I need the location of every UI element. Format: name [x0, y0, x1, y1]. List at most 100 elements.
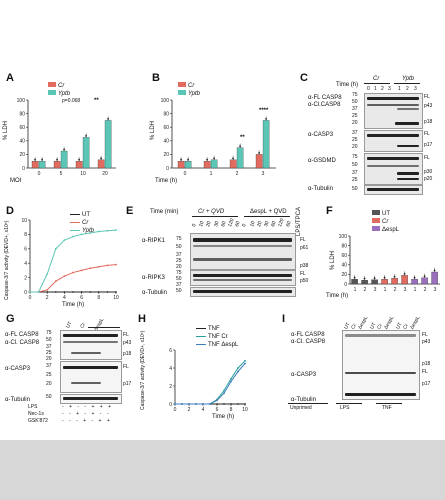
y-tick-label: 60	[19, 125, 25, 131]
row-label-ripk1: α-RIPK1	[142, 238, 165, 244]
mw-marker: 75	[176, 236, 182, 242]
y-tick-label: 80	[341, 243, 347, 249]
mw-marker: 37	[176, 252, 182, 258]
y-tick-label: 4	[24, 261, 27, 267]
significance-label: ****	[259, 108, 269, 114]
band-label: FL	[123, 364, 129, 370]
blot-gsdmd	[364, 153, 423, 185]
row-label-casp3: α-CASP3	[308, 132, 334, 138]
blot-ripk3	[190, 270, 296, 286]
mw-marker: 75	[352, 92, 358, 98]
panel-label-a: A	[6, 72, 14, 84]
y-tick-label: 100	[17, 98, 26, 104]
data-point	[244, 362, 246, 365]
mw-marker: 75	[46, 330, 52, 336]
band	[367, 188, 419, 191]
band	[367, 134, 419, 137]
y-tick-label: 20	[341, 272, 347, 278]
band	[345, 372, 416, 374]
legend-label-yptb: Yptb	[58, 91, 71, 97]
row-label-tubulin: α-Tubulin	[5, 397, 30, 403]
band-label: FL	[424, 155, 430, 161]
mw-marker: 20	[352, 144, 358, 150]
data-point	[216, 399, 218, 402]
row-label-gsdmd: α-GSDMD	[308, 158, 336, 164]
y-tick-label: 10	[21, 218, 27, 224]
mw-marker: 75	[352, 154, 358, 160]
data-point	[244, 403, 246, 405]
group-bar	[376, 403, 402, 404]
data-point	[216, 403, 218, 405]
data-point	[63, 148, 65, 151]
legend-swatch-tnf-espl	[196, 343, 206, 345]
data-point	[54, 280, 57, 283]
data-point	[34, 158, 36, 161]
band	[367, 104, 419, 106]
band-label: p61	[300, 245, 309, 251]
data-point	[237, 367, 239, 369]
data-point	[80, 233, 83, 236]
blot-ripk1	[190, 233, 296, 270]
mw-marker: 50	[352, 99, 358, 105]
data-point	[230, 377, 232, 380]
time-4: 1	[398, 86, 401, 92]
x-tick-label: 20	[102, 171, 108, 177]
data-point	[206, 158, 209, 161]
legend-swatch-yptb	[70, 229, 80, 231]
row-label-cl-casp8: α-Cl. CASP8	[291, 339, 326, 345]
x-tick-label: 1	[414, 287, 417, 293]
data-point	[232, 157, 235, 160]
pvalue-label: p=0.068	[62, 98, 81, 104]
x-tick-label: 1	[210, 171, 213, 177]
band	[63, 341, 118, 343]
data-point	[54, 291, 57, 293]
blot-tubulin	[190, 287, 296, 297]
data-point	[115, 291, 117, 293]
band	[397, 172, 419, 175]
group-label-cr: Cr	[373, 76, 380, 82]
x-axis-title: MOI	[10, 178, 22, 184]
group-bar	[336, 403, 362, 404]
x-tick-label: 6	[80, 295, 83, 301]
y-tick-label: 0	[166, 166, 169, 172]
band-label: FL	[300, 237, 306, 243]
x-tick-label: 1	[354, 287, 357, 293]
x-tick-label: 2	[424, 287, 427, 293]
y-tick-label: 0	[24, 290, 27, 296]
data-point	[239, 145, 242, 148]
band	[71, 382, 101, 384]
mw-marker: 25	[176, 258, 182, 264]
data-point	[363, 277, 366, 280]
legend-swatch-espl	[372, 226, 380, 231]
x-tick-label: 2	[188, 407, 191, 413]
mw-marker: 37	[176, 282, 182, 288]
band	[63, 397, 118, 400]
legend-swatch-cr	[48, 82, 56, 87]
band	[367, 157, 419, 160]
data-point	[213, 157, 216, 160]
group-bar-espl	[244, 216, 290, 217]
x-tick-label: 0	[38, 171, 41, 177]
x-axis-title: Time (h)	[155, 178, 178, 184]
y-tick-label: 40	[19, 139, 25, 145]
row-label-ripk3: α-RIPK3	[142, 275, 165, 281]
band	[345, 393, 416, 396]
band	[193, 290, 292, 293]
data-point	[115, 229, 117, 231]
treatment-marks: - + - - + + +	[62, 404, 114, 410]
y-tick-label: 20	[163, 152, 169, 158]
legend-swatch-cr	[372, 218, 380, 223]
legend-label-cr: Cr	[188, 83, 195, 89]
legend-label-tnf-cr: TNF Cr	[208, 334, 228, 340]
x-tick-label: 10	[80, 171, 86, 177]
data-point	[237, 370, 239, 373]
data-point	[353, 276, 356, 279]
time-5: 2	[406, 86, 409, 92]
y-tick-label: 0	[169, 402, 172, 408]
data-point	[100, 157, 102, 160]
time-1: 1	[374, 86, 377, 92]
data-point	[72, 291, 74, 293]
x-tick-label: 0	[174, 407, 177, 413]
